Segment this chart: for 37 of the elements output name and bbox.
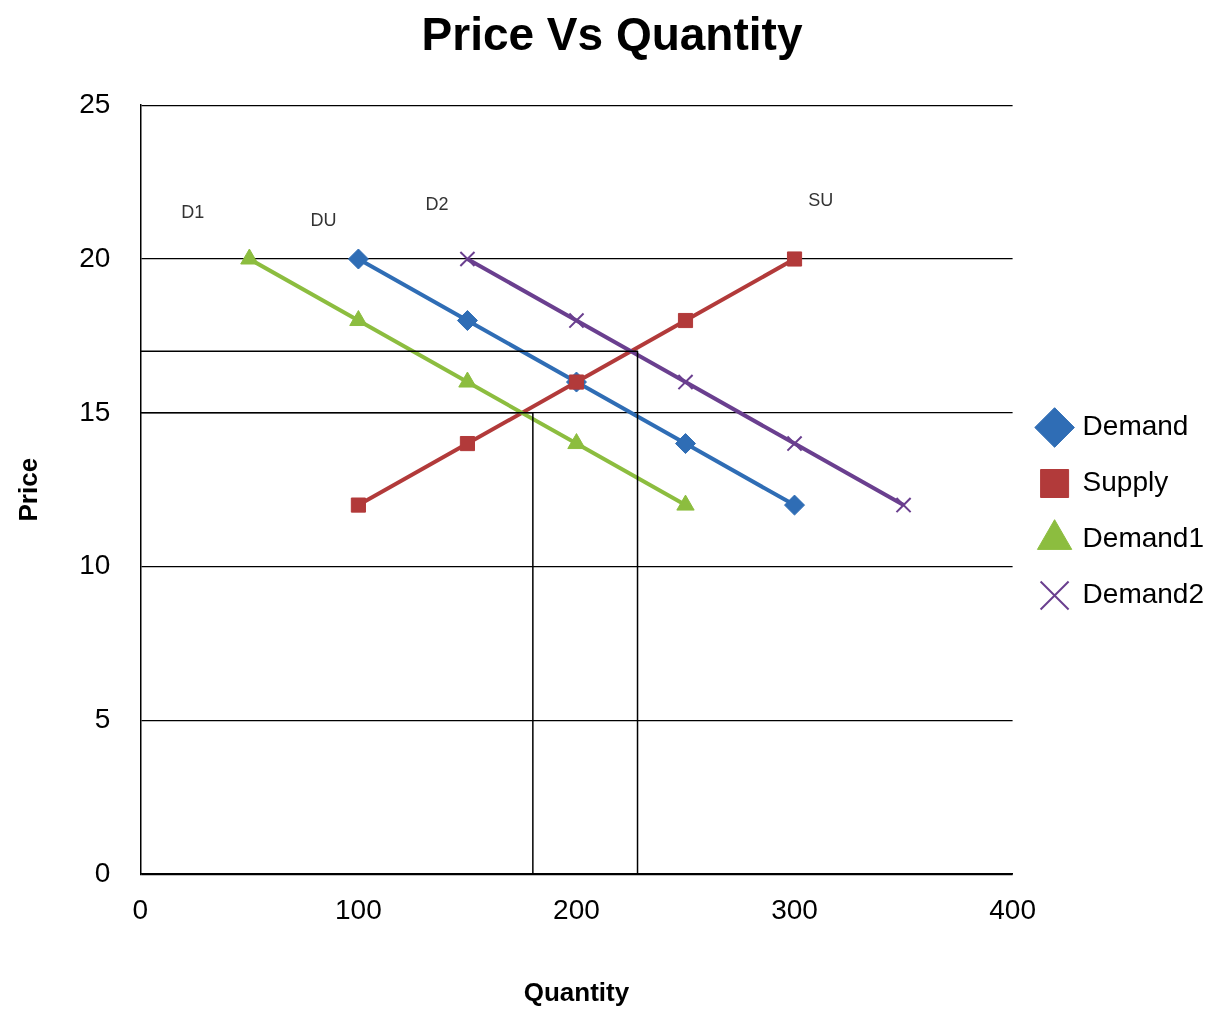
annotation: SU — [808, 190, 834, 211]
x-axis-title: Quantity — [523, 976, 630, 1007]
point — [349, 310, 368, 327]
y-tick-label: 10 — [79, 549, 111, 581]
point — [786, 251, 803, 267]
y-tick-label: 0 — [94, 856, 111, 888]
y-tick-label: 20 — [79, 241, 111, 273]
x-tick-label: 400 — [989, 893, 1036, 925]
legend-label: Demand2 — [1082, 578, 1204, 610]
annotation: DU — [310, 209, 337, 230]
legend-label: Demand1 — [1082, 522, 1204, 554]
point — [675, 433, 696, 455]
chart-title: Price Vs Quantity — [421, 8, 803, 61]
point — [677, 312, 694, 329]
legend-label: Demand — [1082, 410, 1189, 442]
annotation: D1 — [181, 201, 205, 222]
point — [784, 494, 806, 516]
x-tick-label: 200 — [553, 893, 600, 925]
point — [568, 312, 585, 329]
point — [350, 497, 366, 513]
point — [786, 435, 803, 452]
annotation: D2 — [425, 194, 449, 215]
y-tick-label: 5 — [94, 703, 111, 735]
legend-label: Supply — [1082, 466, 1169, 498]
y-tick-label: 25 — [79, 87, 111, 119]
point — [459, 250, 476, 268]
y-tick-label: 15 — [79, 395, 111, 427]
point — [895, 497, 912, 514]
x-tick-label: 300 — [771, 893, 818, 925]
point — [677, 373, 694, 391]
x-tick-label: 100 — [335, 893, 382, 925]
point — [456, 310, 478, 332]
point — [567, 433, 586, 450]
x-tick-label: 0 — [132, 893, 149, 925]
y-axis-title: Price — [12, 457, 43, 522]
point — [459, 435, 476, 452]
point — [347, 248, 369, 270]
